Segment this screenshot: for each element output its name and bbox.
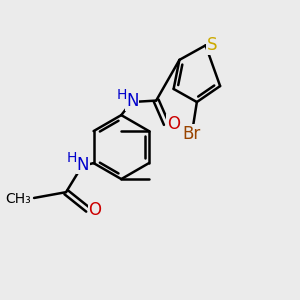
Text: S: S bbox=[207, 36, 217, 54]
Text: O: O bbox=[88, 201, 102, 219]
Text: CH₃: CH₃ bbox=[5, 191, 31, 206]
Text: N: N bbox=[126, 92, 139, 110]
Text: N: N bbox=[77, 155, 89, 173]
Text: H: H bbox=[117, 88, 127, 102]
Text: O: O bbox=[167, 115, 180, 133]
Text: H: H bbox=[67, 151, 77, 165]
Text: Br: Br bbox=[182, 125, 200, 143]
